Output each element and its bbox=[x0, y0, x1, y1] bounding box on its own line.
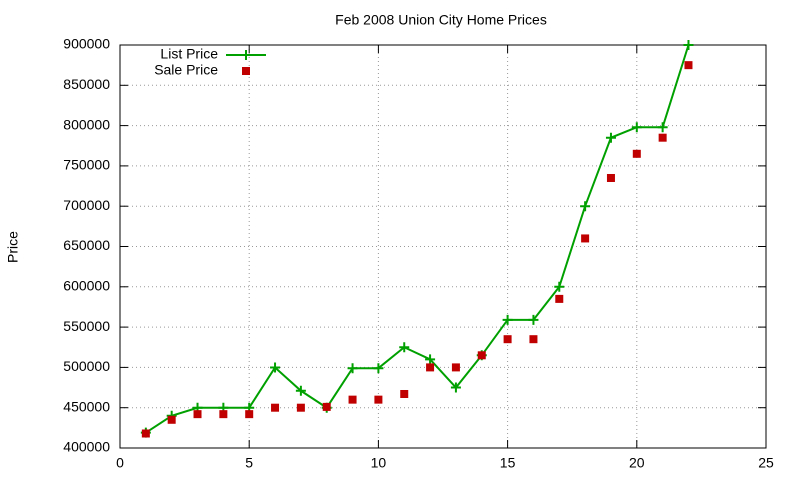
y-tick-label: 700000 bbox=[63, 197, 110, 213]
x-tick-label: 0 bbox=[116, 455, 124, 471]
y-tick-label: 750000 bbox=[63, 157, 110, 173]
data-point bbox=[193, 410, 202, 419]
data-point bbox=[606, 173, 615, 182]
legend-swatch bbox=[241, 50, 251, 60]
data-point bbox=[426, 363, 435, 372]
data-point bbox=[451, 363, 460, 372]
data-point bbox=[348, 395, 357, 404]
data-point bbox=[477, 351, 486, 360]
data-point bbox=[219, 410, 228, 419]
data-point bbox=[167, 415, 176, 424]
x-tick-label: 5 bbox=[245, 455, 253, 471]
legend-label: Sale Price bbox=[154, 62, 218, 78]
data-point bbox=[657, 122, 668, 133]
data-point bbox=[347, 363, 358, 374]
y-tick-label: 800000 bbox=[63, 116, 110, 132]
data-point bbox=[270, 362, 281, 373]
y-tick-label: 450000 bbox=[63, 398, 110, 414]
data-point bbox=[450, 382, 461, 393]
data-point bbox=[374, 395, 383, 404]
data-point bbox=[632, 149, 641, 158]
y-tick-label: 550000 bbox=[63, 318, 110, 334]
series-line bbox=[145, 44, 690, 434]
data-point bbox=[684, 61, 693, 70]
x-tick-label: 10 bbox=[371, 455, 387, 471]
data-point bbox=[683, 40, 694, 50]
y-tick-label: 600000 bbox=[63, 278, 110, 294]
data-point bbox=[554, 281, 565, 292]
data-point bbox=[322, 402, 331, 411]
data-point bbox=[581, 234, 590, 243]
data-point bbox=[425, 354, 436, 365]
data-point bbox=[605, 132, 616, 143]
x-tick-label: 15 bbox=[500, 455, 516, 471]
data-point bbox=[658, 133, 667, 142]
data-point bbox=[271, 403, 280, 412]
data-point bbox=[580, 201, 591, 212]
y-tick-label: 650000 bbox=[63, 237, 110, 253]
x-tick-label: 25 bbox=[758, 455, 774, 471]
chart-title: Feb 2008 Union City Home Prices bbox=[335, 12, 547, 28]
y-tick-label: 400000 bbox=[63, 439, 110, 455]
data-point bbox=[555, 294, 564, 303]
x-tick-label: 20 bbox=[629, 455, 645, 471]
data-point bbox=[503, 335, 512, 344]
data-point bbox=[631, 122, 642, 133]
data-point bbox=[502, 314, 513, 325]
data-point bbox=[400, 389, 409, 398]
data-point bbox=[529, 335, 538, 344]
data-point bbox=[528, 314, 539, 325]
y-tick-label: 900000 bbox=[63, 36, 110, 52]
y-tick-label: 500000 bbox=[63, 358, 110, 374]
legend-swatch bbox=[242, 67, 250, 75]
data-point bbox=[373, 363, 384, 374]
data-point bbox=[296, 403, 305, 412]
data-point bbox=[399, 342, 410, 353]
y-tick-label: 850000 bbox=[63, 76, 110, 92]
y-axis-label: Price bbox=[5, 231, 21, 263]
plot-frame bbox=[119, 44, 767, 449]
data-point bbox=[245, 410, 254, 419]
data-point bbox=[295, 385, 306, 396]
data-point bbox=[141, 429, 150, 438]
legend-label: List Price bbox=[160, 46, 218, 62]
